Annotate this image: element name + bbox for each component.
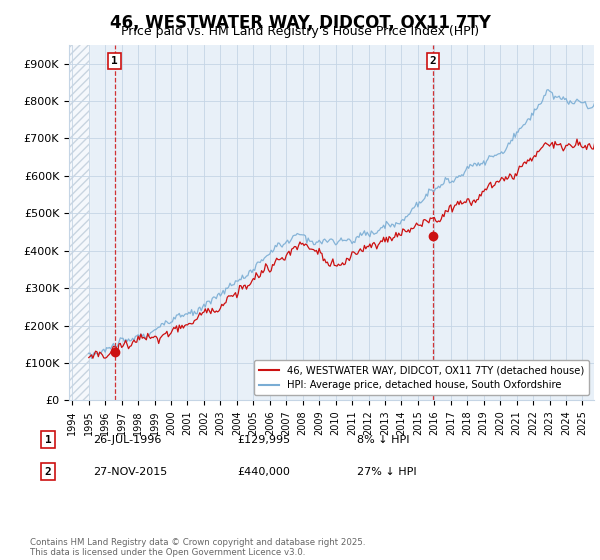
- Bar: [69, 45, 89, 400]
- Text: 27% ↓ HPI: 27% ↓ HPI: [357, 466, 416, 477]
- Text: Contains HM Land Registry data © Crown copyright and database right 2025.
This d: Contains HM Land Registry data © Crown c…: [30, 538, 365, 557]
- Text: 2: 2: [44, 466, 52, 477]
- Text: £129,995: £129,995: [237, 435, 290, 445]
- Text: 1: 1: [44, 435, 52, 445]
- Text: 2: 2: [430, 56, 436, 66]
- Bar: [69, 45, 89, 400]
- Text: 26-JUL-1996: 26-JUL-1996: [93, 435, 161, 445]
- Text: 8% ↓ HPI: 8% ↓ HPI: [357, 435, 409, 445]
- Legend: 46, WESTWATER WAY, DIDCOT, OX11 7TY (detached house), HPI: Average price, detach: 46, WESTWATER WAY, DIDCOT, OX11 7TY (det…: [254, 361, 589, 395]
- Text: £440,000: £440,000: [237, 466, 290, 477]
- Text: 46, WESTWATER WAY, DIDCOT, OX11 7TY: 46, WESTWATER WAY, DIDCOT, OX11 7TY: [110, 14, 490, 32]
- Text: 27-NOV-2015: 27-NOV-2015: [93, 466, 167, 477]
- Text: Price paid vs. HM Land Registry's House Price Index (HPI): Price paid vs. HM Land Registry's House …: [121, 25, 479, 38]
- Text: 1: 1: [111, 56, 118, 66]
